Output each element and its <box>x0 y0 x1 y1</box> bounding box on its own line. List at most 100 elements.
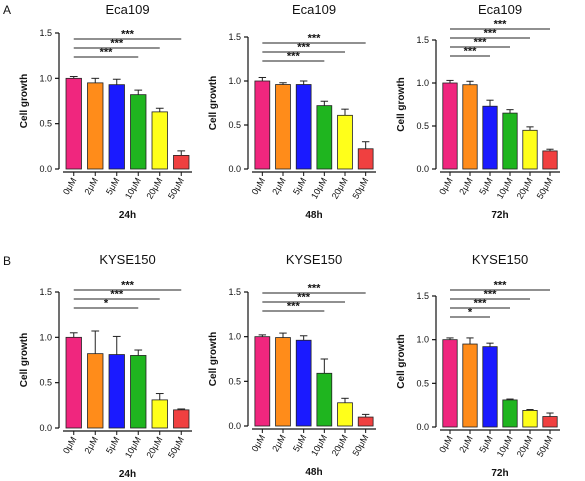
x-axis-label: 24h <box>119 469 136 480</box>
y-tick-label: 1.0 <box>39 332 52 342</box>
x-tick-label: 2μM <box>270 433 288 453</box>
x-tick-label: 50μM <box>166 176 186 201</box>
x-tick-label: 2μM <box>457 434 475 454</box>
y-tick-label: 1.0 <box>228 76 241 86</box>
x-tick-label: 10μM <box>309 433 329 458</box>
y-tick-label: 0.0 <box>228 164 241 174</box>
y-tick-label: 0.5 <box>228 376 241 386</box>
y-tick-label: 0.0 <box>39 164 52 174</box>
y-tick-label: 1.5 <box>39 287 52 297</box>
x-tick-label: 50μM <box>350 176 370 201</box>
significance-label: *** <box>287 301 301 313</box>
significance-label: *** <box>464 46 478 58</box>
y-tick-label: 1.5 <box>228 32 241 42</box>
bar-4 <box>130 94 147 170</box>
significance-label: *** <box>100 47 114 59</box>
x-axis-label: 48h <box>305 210 322 221</box>
x-tick-label: 2μM <box>82 176 100 196</box>
bar-6 <box>173 154 190 170</box>
x-tick-label: 2μM <box>270 176 288 196</box>
x-tick-label: 0μM <box>437 434 455 454</box>
x-tick-label: 50μM <box>166 435 186 460</box>
y-tick-label: 1.5 <box>416 291 429 301</box>
x-tick-label: 10μM <box>123 435 143 460</box>
bar-6 <box>173 409 190 429</box>
chart-title: KYSE150 <box>99 252 155 267</box>
bar-2 <box>462 84 478 170</box>
y-tick-label: 1.5 <box>416 35 429 45</box>
panel-letter-b: B <box>3 254 11 268</box>
bar-6 <box>542 150 558 170</box>
x-tick-label: 50μM <box>535 176 555 201</box>
x-axis-label: 72h <box>491 210 508 221</box>
y-tick-label: 1.5 <box>39 28 52 38</box>
bar-4 <box>502 399 518 428</box>
bar-1 <box>65 336 82 429</box>
bar-2 <box>462 343 478 428</box>
significance-label: *** <box>474 298 488 310</box>
bar-6 <box>357 416 374 427</box>
significance-label: *** <box>494 19 508 31</box>
y-axis-label: Cell growth <box>396 77 407 131</box>
chart-title: Eca109 <box>478 2 522 17</box>
bar-2 <box>275 337 291 427</box>
x-tick-label: 0μM <box>250 176 268 196</box>
bar-1 <box>254 336 271 427</box>
bar-5 <box>151 399 168 429</box>
x-tick-label: 5μM <box>291 176 309 196</box>
x-tick-label: 5μM <box>291 433 309 453</box>
chart-1: Eca109 0.0 0.5 1.0 1.5 Cell growth 0μM 2μM 5μM 10… <box>19 2 192 221</box>
chart-2: Eca109 0.0 0.5 1.0 1.5 Cell growth 0μM 2μM 5μM 10… <box>208 2 376 221</box>
x-tick-label: 10μM <box>123 176 143 201</box>
bar-1 <box>65 77 82 170</box>
bar-5 <box>522 410 538 428</box>
x-tick-label: 20μM <box>144 176 164 201</box>
x-tick-label: 10μM <box>309 176 329 201</box>
x-tick-label: 10μM <box>495 434 515 459</box>
bar-4 <box>130 355 147 429</box>
chart-3: Eca109 0.0 0.5 1.0 1.5 Cell growth 0μM 2μM 5μM 10… <box>396 2 560 221</box>
y-tick-label: 0.5 <box>416 378 429 388</box>
x-tick-label: 50μM <box>535 434 555 459</box>
significance-label: *** <box>110 38 124 50</box>
significance-label: *** <box>308 33 322 45</box>
bar-1 <box>254 80 271 170</box>
y-axis-label: Cell growth <box>208 76 219 130</box>
y-axis-label: Cell growth <box>208 332 219 386</box>
significance-label: *** <box>297 292 311 304</box>
x-tick-label: 5μM <box>477 176 495 196</box>
bar-1 <box>442 339 458 428</box>
y-tick-label: 1.0 <box>416 335 429 345</box>
x-tick-label: 0μM <box>61 435 79 455</box>
significance-label: *** <box>494 280 508 292</box>
bar-3 <box>295 339 312 427</box>
bar-5 <box>522 129 538 170</box>
x-tick-label: 20μM <box>515 434 535 459</box>
chart-title: KYSE150 <box>286 252 342 267</box>
chart-title: Eca109 <box>105 2 149 17</box>
bar-3 <box>482 105 498 170</box>
x-tick-label: 2μM <box>457 176 475 196</box>
bar-1 <box>442 82 458 170</box>
significance-label: *** <box>474 37 488 49</box>
y-axis-label: Cell growth <box>19 333 30 387</box>
bar-3 <box>295 84 312 170</box>
y-tick-label: 1.0 <box>228 332 241 342</box>
chart-5: KYSE150 0.0 0.5 1.0 1.5 Cell growth 0μM 2μM 5μM 1… <box>208 252 376 478</box>
x-tick-label: 5μM <box>477 434 495 454</box>
chart-4: KYSE150 0.0 0.5 1.0 1.5 Cell growth 0μM 2μM 5μM 1… <box>19 252 192 480</box>
bar-3 <box>108 354 125 429</box>
chart-6: KYSE150 0.0 0.5 1.0 1.5 Cell growth 0μM 2μM 5μM 1… <box>396 252 560 479</box>
x-tick-label: 20μM <box>144 435 164 460</box>
y-tick-label: 0.0 <box>416 164 429 174</box>
y-tick-label: 1.0 <box>416 78 429 88</box>
significance-label: *** <box>121 280 135 292</box>
significance-label: *** <box>121 29 135 41</box>
bar-3 <box>482 346 498 428</box>
bar-5 <box>151 111 168 170</box>
y-tick-label: 0.0 <box>39 423 52 433</box>
significance-label: *** <box>110 289 124 301</box>
x-tick-label: 20μM <box>330 176 350 201</box>
